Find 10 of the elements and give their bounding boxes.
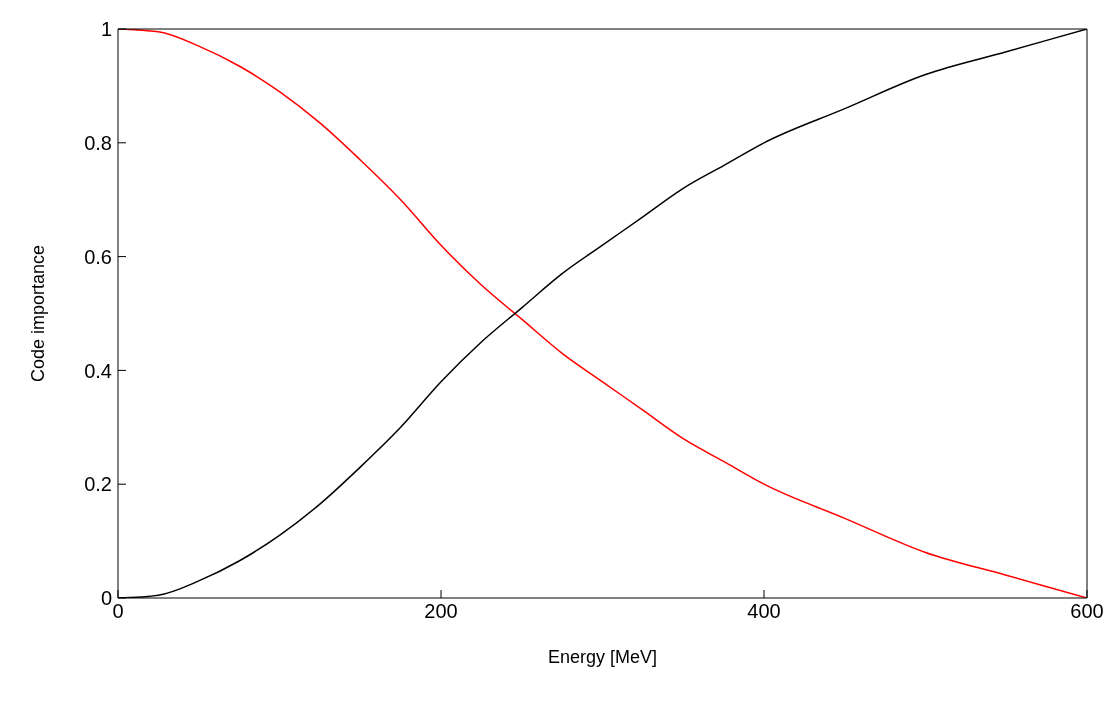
x-tick-label: 600 <box>1070 600 1104 623</box>
y-tick-label: 0.2 <box>84 473 112 496</box>
y-axis-title: Code importance <box>28 244 49 383</box>
x-tick-label: 200 <box>424 600 458 623</box>
x-tick-label: 400 <box>747 600 781 623</box>
y-tick-label: 0.6 <box>84 245 112 268</box>
y-tick-label: 1 <box>100 18 112 41</box>
y-tick-label: 0.8 <box>84 131 112 154</box>
x-axis-title: Energy [MeV] <box>547 647 658 667</box>
y-tick-label: 0.4 <box>84 359 112 382</box>
